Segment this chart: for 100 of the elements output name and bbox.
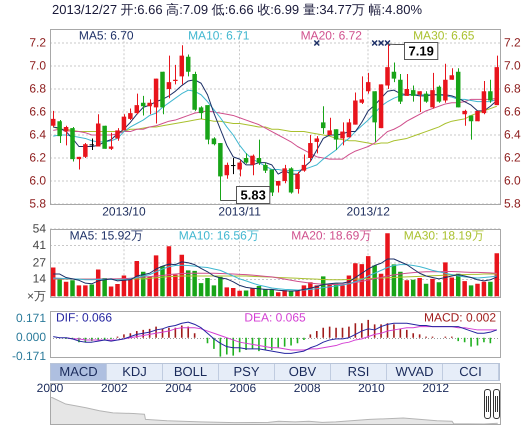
bar: [166, 246, 172, 296]
bar: [462, 281, 467, 296]
text: MA20: 6.72: [300, 28, 362, 43]
candlestick: [398, 74, 403, 104]
bar: [50, 268, 56, 296]
y2-tick-label: 6.4: [504, 127, 522, 142]
candlestick: [140, 95, 146, 116]
bar: [90, 284, 94, 296]
y2-tick-label: 6.2: [504, 150, 522, 164]
bar: [417, 278, 422, 296]
candlestick: [128, 108, 133, 121]
annotation: 7.19: [408, 44, 434, 59]
y-tick-label: 6.6: [29, 104, 46, 118]
candlestick: [430, 72, 435, 110]
bar: [108, 286, 114, 296]
y-tick-label: 6.8: [29, 81, 46, 96]
text: OBV: [275, 364, 331, 380]
bar: [404, 280, 410, 296]
candlestick: [366, 72, 370, 94]
candlestick: [462, 109, 467, 126]
bar: [468, 285, 474, 296]
x-tick-label: 2013/11: [218, 204, 262, 219]
bar: [244, 290, 248, 296]
x-tick-label: 2012: [422, 381, 450, 396]
candlestick: [237, 160, 242, 177]
candlestick: [96, 114, 100, 147]
bar: [83, 285, 88, 296]
candlestick: [334, 128, 338, 150]
y-tick-label: ×万: [26, 289, 46, 304]
candlestick: [404, 74, 410, 96]
y2-tick-label: 6.8: [504, 81, 522, 96]
text: MA5: 6.70: [78, 28, 134, 43]
text: MA30: 18.19万: [404, 228, 484, 243]
text: CCI: [443, 364, 499, 380]
series-label: DEA: 0.065: [244, 310, 306, 325]
y2-tick-label: 5.8: [504, 196, 522, 210]
candlestick: [90, 138, 94, 150]
bar: [134, 260, 140, 296]
x-tick-label: 2006: [230, 381, 257, 396]
candlestick: [256, 139, 262, 166]
candlestick: [327, 117, 332, 136]
bar: [378, 274, 384, 296]
candlestick: [270, 169, 274, 196]
bar: [186, 270, 190, 296]
y-tick-label: 6.0: [29, 173, 46, 188]
bar: [57, 278, 62, 296]
candlestick: [50, 110, 56, 128]
candlestick: [102, 125, 107, 150]
text: MA20: 18.69万: [291, 228, 372, 243]
candlestick: [57, 120, 62, 144]
x-tick-label: 2004: [165, 381, 192, 396]
bar: [76, 285, 82, 296]
x-tick-label: 2010: [358, 381, 386, 396]
text: KDJ: [107, 364, 163, 380]
y2-tick-label: 7.0: [504, 58, 522, 72]
y-tick-label: 6.2: [29, 150, 46, 164]
candlestick: [180, 44, 184, 85]
y-tick-label: 7.2: [29, 35, 46, 50]
bar: [147, 276, 152, 296]
y-tick-label: 41: [32, 238, 46, 252]
candlestick: [244, 152, 248, 164]
candlestick: [276, 180, 280, 193]
y-tick-label: 6.4: [29, 127, 46, 142]
candlestick: [282, 164, 287, 184]
candlestick: [436, 85, 442, 104]
y2-tick-label: 6.6: [504, 104, 522, 118]
bar: [173, 274, 178, 296]
candlestick: [392, 62, 396, 83]
series-label: MACD: 0.002: [424, 310, 496, 325]
candlestick: [263, 162, 268, 174]
candlestick: [320, 106, 326, 134]
candlestick: [166, 55, 172, 99]
candlestick: [108, 132, 114, 150]
bar: [488, 282, 493, 296]
y-tick-label: -0.171: [12, 349, 46, 364]
text: MA30: 6.65: [413, 28, 475, 43]
candlestick: [488, 79, 493, 104]
candlestick: [302, 154, 306, 172]
x-tick-label: 2013/12: [346, 204, 390, 219]
candlestick: [314, 136, 320, 154]
bar: [218, 276, 223, 296]
bar: [392, 264, 396, 296]
y-tick-label: 0.000: [16, 330, 46, 344]
candlestick: [83, 142, 88, 158]
text: RSI: [331, 364, 387, 380]
candlestick: [64, 125, 68, 146]
y-tick-label: 5.8: [29, 196, 46, 210]
x-tick-label: 2013/10: [102, 204, 146, 219]
candlestick: [198, 106, 204, 120]
bar: [102, 278, 107, 296]
candlestick: [308, 134, 313, 162]
annotation: 5.83: [240, 188, 266, 203]
bar: [430, 278, 435, 296]
x-tick-label: 2002: [100, 381, 128, 396]
bar: [270, 289, 274, 296]
candlestick: [230, 158, 236, 175]
text: WVAD: [387, 364, 443, 380]
y-tick-label: 27: [32, 255, 46, 270]
text: MACD: [51, 364, 107, 380]
y-tick-label: 7.0: [29, 58, 46, 72]
